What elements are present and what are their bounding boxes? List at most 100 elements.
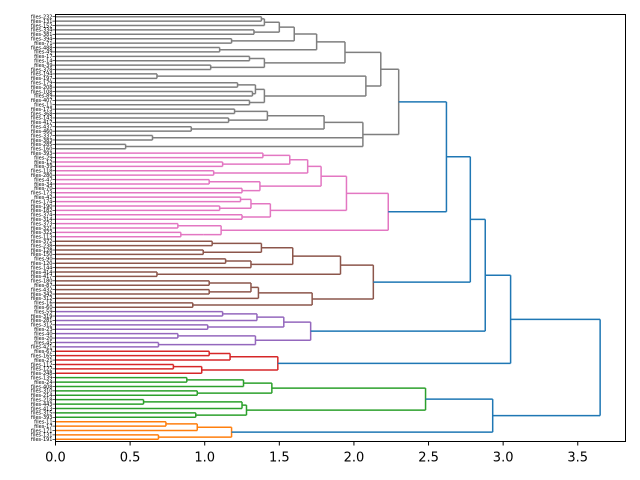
leaf-label: files-417 (31, 120, 53, 126)
dendrogram-link (55, 310, 224, 317)
leaf-label: files-319 (31, 314, 53, 320)
leaf-label: files-180 (31, 279, 53, 285)
leaf-label: files-139 (31, 375, 53, 381)
dendrogram-link (277, 274, 512, 365)
dendrogram-link (191, 114, 325, 130)
leaf-label: files-12 (34, 160, 52, 166)
leaf-label: files-171 (31, 428, 53, 434)
dendrogram-link (201, 356, 279, 371)
dendrogram-link (55, 376, 188, 383)
dendrogram-link (55, 240, 213, 247)
dendrogram-link (55, 46, 221, 53)
y-axis-ticks (52, 16, 56, 440)
dendrogram-link (55, 37, 233, 44)
leaf-label: files-197 (31, 76, 53, 82)
dendrogram-link (55, 401, 243, 410)
dendrogram-link (253, 21, 281, 33)
leaf-label: files-49 (34, 50, 52, 56)
dendrogram-link (55, 99, 251, 106)
leaf-label: files-120 (31, 261, 53, 267)
leaf-label: files-310 (31, 389, 53, 395)
leaf-label: files-39 (34, 164, 52, 170)
leaf-label: files-118 (31, 169, 53, 175)
dendrogram-link (312, 264, 375, 300)
dendrogram-link (310, 218, 486, 332)
dendrogram-link (55, 152, 264, 159)
dendrogram-link (55, 379, 245, 388)
leaf-label: files-152 (31, 23, 53, 29)
leaf-label: files-321 (31, 226, 53, 232)
leaf-label: files-413 (31, 406, 53, 412)
leaf-label: files-383 (31, 138, 53, 144)
leaf-label: files-312 (31, 296, 53, 302)
leaf-label: files-232 (31, 15, 53, 21)
leaf-label: files-368 (31, 111, 53, 117)
leaf-label: files-421 (31, 345, 53, 351)
leaf-label: files-112 (31, 362, 53, 368)
dendrogram-link (55, 231, 182, 238)
dendrogram-link (344, 51, 382, 87)
leaf-label: files-174 (31, 199, 53, 205)
leaf-label: files-182 (31, 208, 53, 214)
leaf-label: files-373 (31, 221, 53, 227)
leaf-label: files-47 (34, 177, 52, 183)
x-tick-label: 3.0 (493, 451, 514, 466)
leaf-label: files-150 (31, 252, 53, 258)
leaf-label: files-432 (31, 287, 53, 293)
dendrogram-link (210, 57, 266, 69)
leaf-label: files-144 (31, 265, 53, 271)
leaf-label: files-14 (34, 59, 52, 65)
dendrogram-link (264, 41, 346, 64)
leaf-label: files-315 (31, 411, 53, 417)
leaf-label: files-285 (31, 142, 53, 148)
dendrogram-link (55, 352, 231, 361)
dendrogram-link (55, 126, 193, 132)
leaf-label: files-191 (31, 437, 53, 443)
dendrogram-link (55, 187, 243, 194)
leaf-label: files-334 (31, 28, 53, 34)
dendrogram-link (177, 225, 222, 236)
leaf-label: files-143 (31, 116, 53, 122)
leaf-label: files-11 (34, 419, 52, 425)
leaf-label: files-408 (31, 384, 53, 390)
dendrogram-link (213, 159, 309, 174)
dendrogram-link (55, 249, 204, 256)
x-tick-label: 0.5 (120, 451, 141, 466)
leaf-label: files-337 (31, 133, 53, 139)
leaf-label: files-165 (31, 353, 53, 359)
leaf-label: files-378 (31, 67, 53, 73)
dendrogram-link (156, 75, 367, 97)
leaf-label: files-60 (34, 305, 52, 311)
leaf-label: files-393 (31, 151, 53, 157)
dendrogram-link (55, 423, 199, 432)
leaf-label: files-280 (31, 173, 53, 179)
leaf-label: files-312 (31, 323, 53, 329)
leaf-label: files-20 (34, 336, 52, 342)
dendrogram-link (55, 64, 212, 71)
dendrogram-link (55, 108, 236, 115)
leaf-label: files-190 (31, 204, 53, 210)
leaf-label: files-89 (34, 94, 52, 100)
dendrogram-link (55, 90, 254, 97)
leaf-label: files-414 (31, 270, 53, 276)
dendrogram-link (207, 316, 285, 328)
leaf-label: files-40 (34, 331, 52, 337)
leaf-label: files-17 (34, 54, 52, 60)
leaf-label: files-45 (34, 340, 52, 346)
leaf-label: files-208 (31, 85, 53, 91)
leaf-label: files-122 (31, 367, 53, 373)
leaf-label: files-407 (31, 98, 53, 104)
dendrogram-link (125, 121, 364, 148)
dendrogram-link (55, 73, 158, 80)
dendrogram-link (242, 203, 272, 218)
dendrogram-link (55, 398, 145, 405)
dendrogram-link (55, 341, 160, 348)
dendrogram-link (55, 350, 210, 357)
dendrogram-link (492, 318, 601, 417)
dendrogram-link (55, 365, 203, 375)
leaf-label: files-131 (31, 433, 53, 439)
dendrogram-link (250, 247, 294, 266)
leaf-label: files-314 (31, 217, 53, 223)
leaf-label: files-17 (34, 424, 52, 430)
